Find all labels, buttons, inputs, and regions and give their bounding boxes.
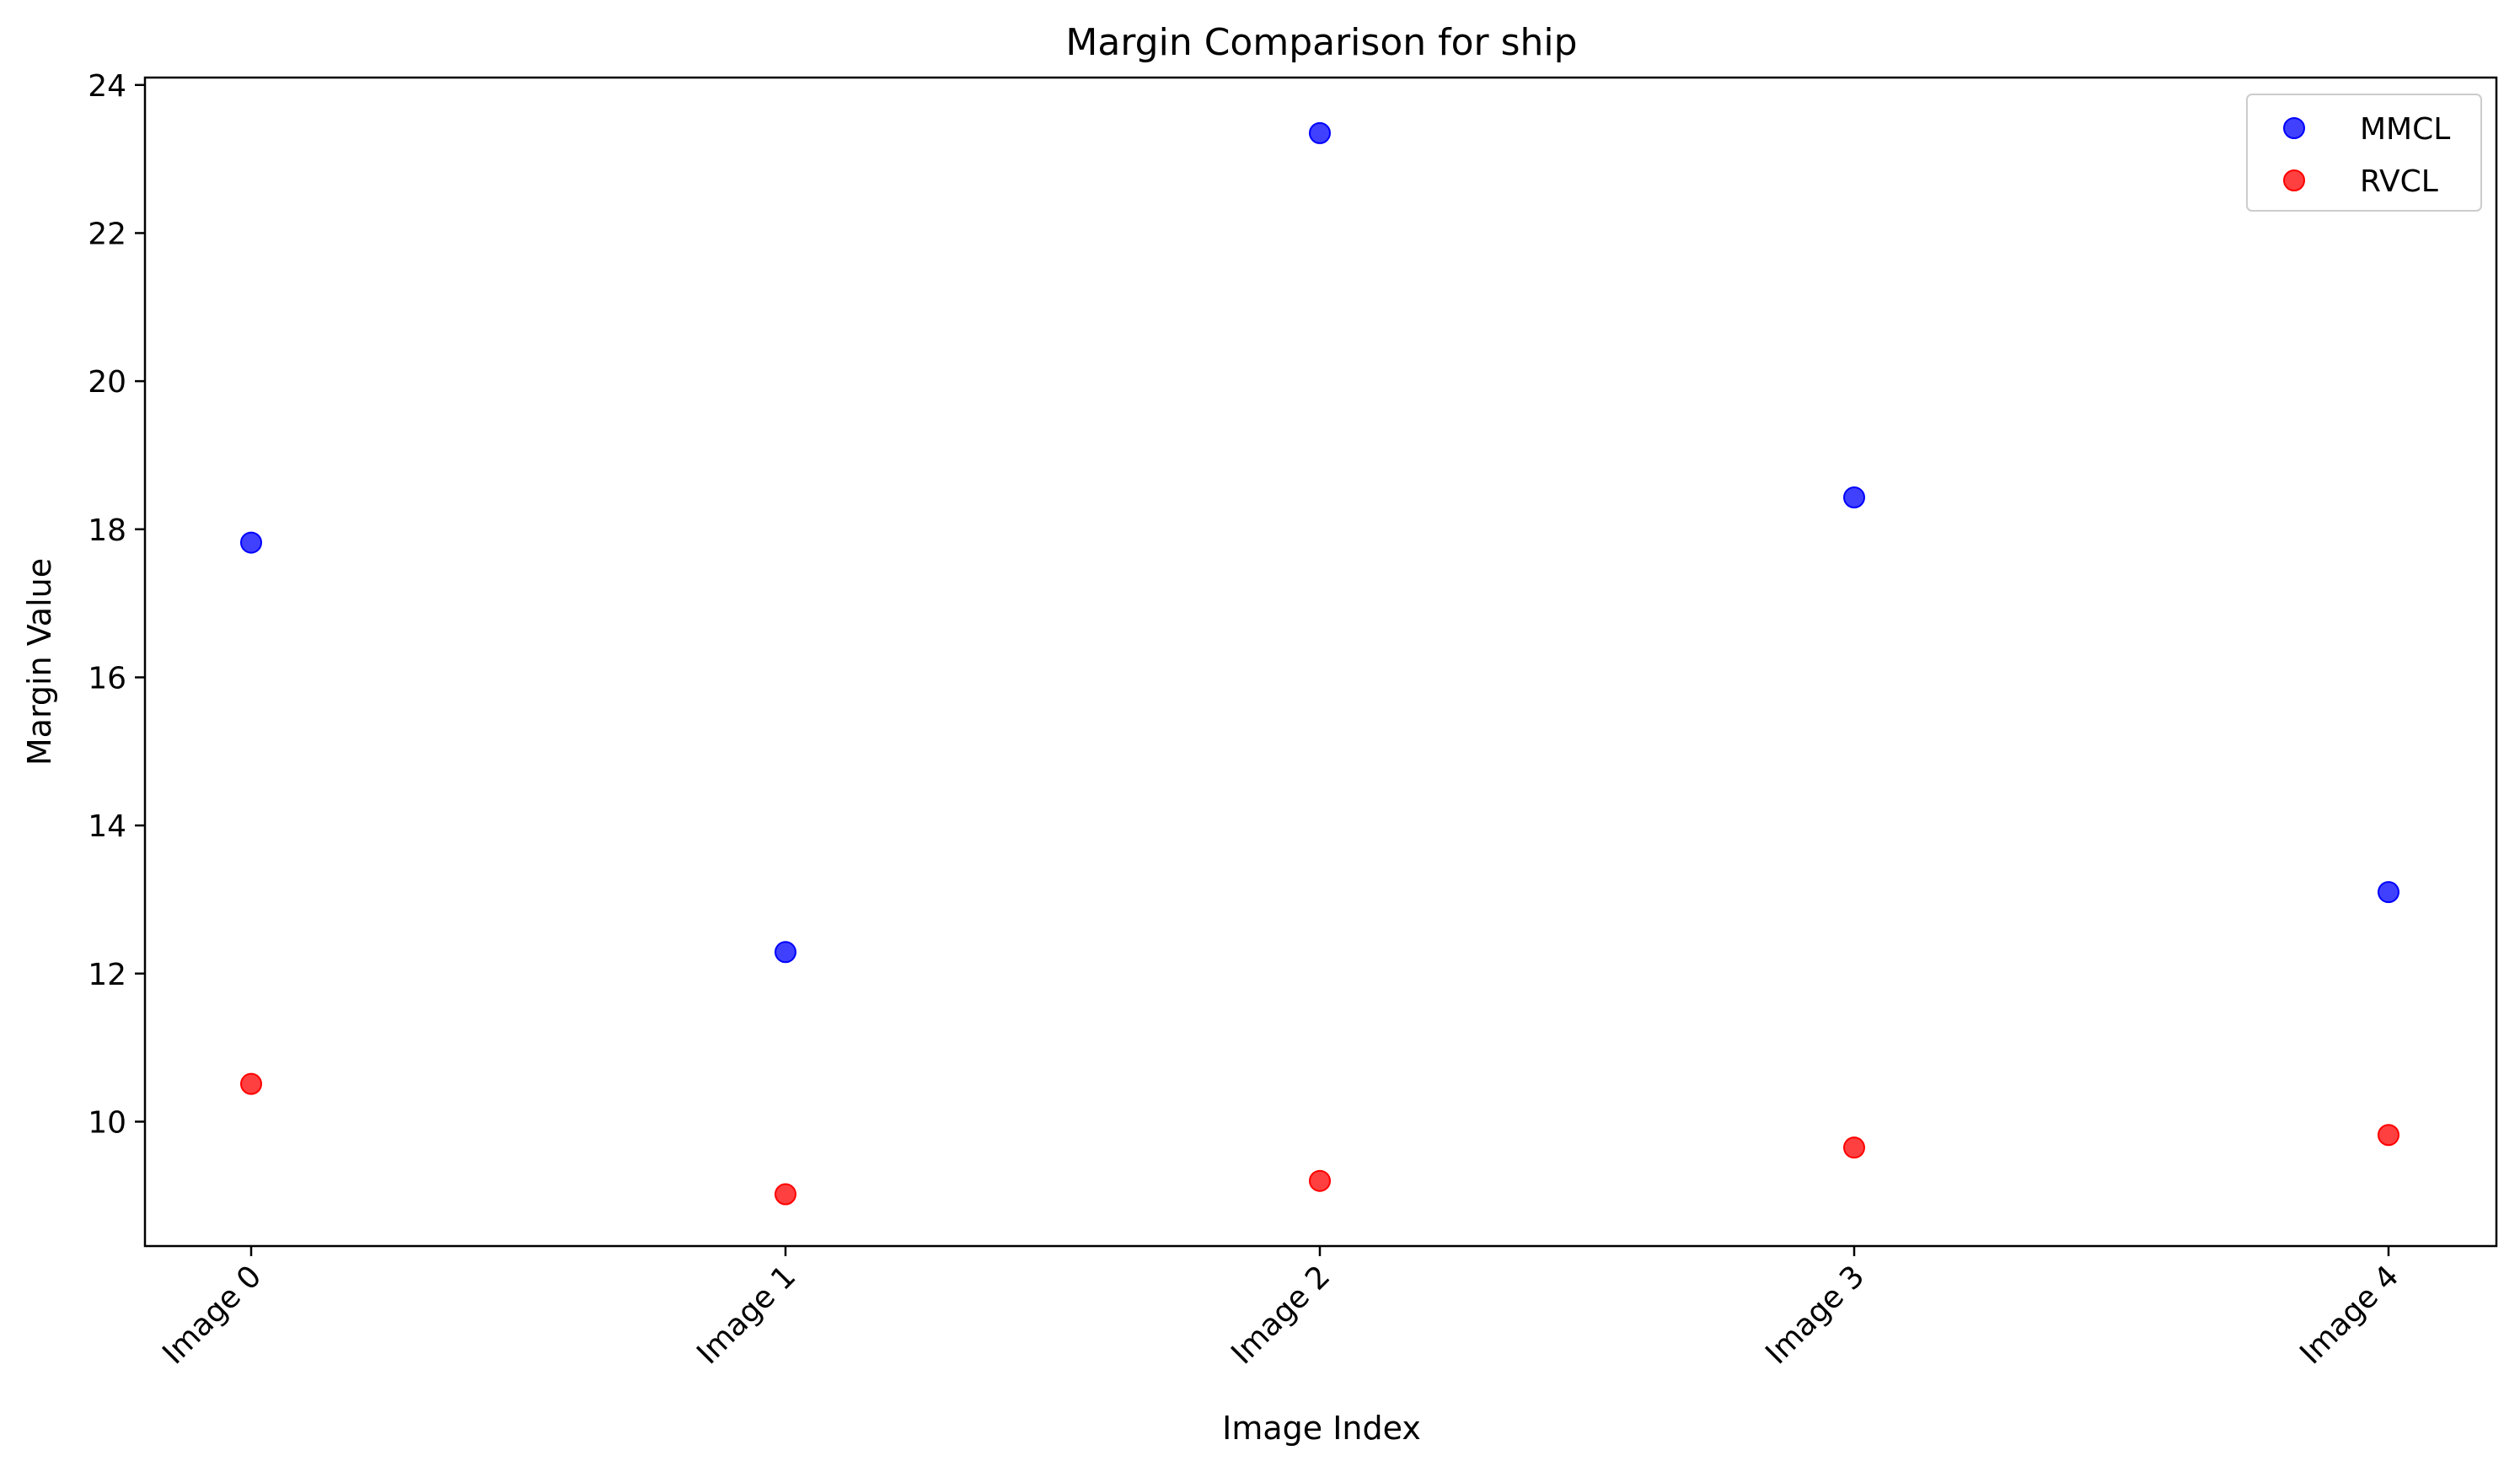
data-point-mmcl <box>775 941 796 964</box>
x-axis-label: Image Index <box>1222 1410 1421 1447</box>
legend-marker-mmcl <box>2283 117 2305 139</box>
plot-area-frame <box>143 76 2498 1248</box>
y-tick-label: 12 <box>88 958 126 992</box>
legend: MMCL RVCL <box>2246 94 2482 212</box>
y-axis-ticks: 10 12 14 16 18 20 22 24 <box>88 69 145 1140</box>
legend-label-mmcl: MMCL <box>2360 112 2450 147</box>
y-tick-label: 14 <box>88 809 126 844</box>
y-tick-label: 22 <box>88 217 126 251</box>
data-point-rvcl <box>1309 1169 1331 1192</box>
y-tick-label: 20 <box>88 365 126 400</box>
legend-marker-rvcl <box>2283 169 2305 191</box>
data-point-rvcl <box>240 1072 262 1095</box>
legend-box <box>2246 94 2482 212</box>
data-point-mmcl <box>1843 486 1865 509</box>
data-point-mmcl <box>1309 121 1331 144</box>
data-point-rvcl <box>2378 1124 2399 1147</box>
chart-title: Margin Comparison for ship <box>1065 21 1577 64</box>
y-tick-label: 18 <box>88 513 126 548</box>
data-point-rvcl <box>775 1183 796 1206</box>
y-axis-label: Margin Value <box>21 558 58 766</box>
y-tick-label: 10 <box>88 1105 126 1140</box>
y-tick-label: 16 <box>88 661 126 696</box>
data-point-mmcl <box>240 531 262 554</box>
data-point-mmcl <box>2378 881 2399 904</box>
legend-label-rvcl: RVCL <box>2360 164 2438 199</box>
y-tick-label: 24 <box>88 69 126 104</box>
data-point-rvcl <box>1843 1136 1865 1159</box>
data-points <box>240 121 2399 1206</box>
